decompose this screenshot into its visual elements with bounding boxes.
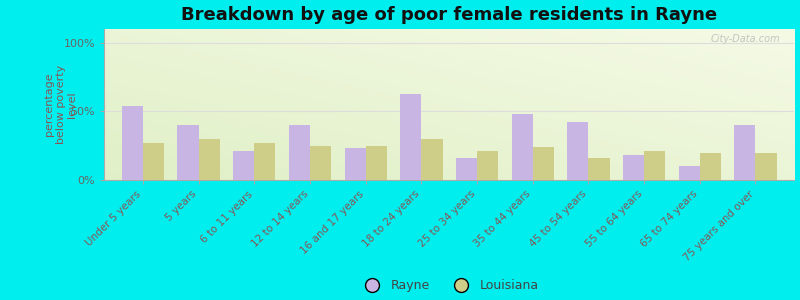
Bar <box>143 143 164 180</box>
Bar <box>310 146 331 180</box>
Bar <box>589 158 610 180</box>
Bar <box>700 153 721 180</box>
Bar <box>122 106 143 180</box>
Bar <box>477 151 498 180</box>
Y-axis label: percentage
below poverty
level: percentage below poverty level <box>44 65 77 144</box>
Bar <box>456 158 477 180</box>
Text: City-Data.com: City-Data.com <box>711 34 781 44</box>
Bar <box>734 125 755 180</box>
Bar <box>254 143 275 180</box>
Bar <box>511 114 533 180</box>
Bar <box>178 125 198 180</box>
Bar <box>533 147 554 180</box>
Bar <box>623 155 644 180</box>
Bar <box>567 122 589 180</box>
Bar <box>198 139 220 180</box>
Legend: Rayne, Louisiana: Rayne, Louisiana <box>354 274 544 297</box>
Bar <box>644 151 666 180</box>
Bar <box>678 166 700 180</box>
Bar <box>366 146 387 180</box>
Bar <box>289 125 310 180</box>
Bar <box>755 153 777 180</box>
Bar <box>345 148 366 180</box>
Title: Breakdown by age of poor female residents in Rayne: Breakdown by age of poor female resident… <box>181 6 718 24</box>
Bar <box>422 139 442 180</box>
Bar <box>233 151 254 180</box>
Bar <box>400 94 422 180</box>
